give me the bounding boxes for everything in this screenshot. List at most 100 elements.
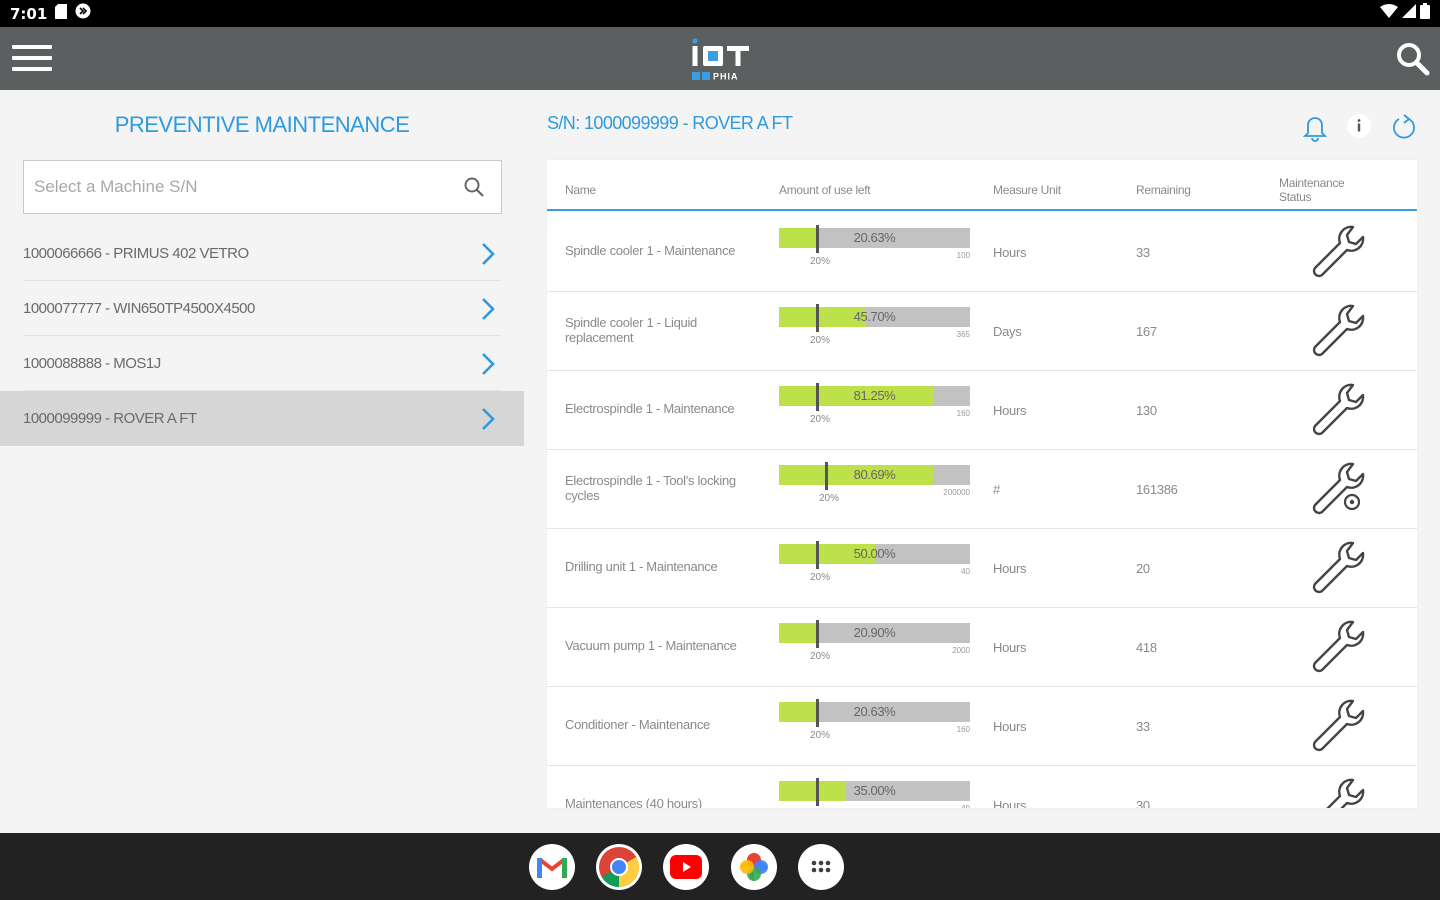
row-remaining: 20: [1136, 561, 1150, 576]
usage-bar: 20.90%: [779, 620, 970, 648]
row-unit: Hours: [993, 719, 1027, 734]
row-name: Spindle cooler 1 - Liquid replacement: [565, 315, 697, 345]
wrench-icon[interactable]: [1309, 697, 1369, 757]
row-remaining: 130: [1136, 403, 1157, 418]
machine-item-label: 1000088888 - MOS1J: [23, 355, 161, 372]
table-row: Electrospindle 1 - Maintenance 81.25% 20% 1…: [547, 371, 1417, 450]
youtube-icon[interactable]: [663, 844, 709, 890]
threshold-label: 20%: [810, 730, 831, 741]
bar-max-label: 160: [956, 725, 970, 734]
column-header-amount: Amount of use left: [779, 183, 871, 197]
wrench-icon[interactable]: [1309, 381, 1369, 441]
chrome-icon[interactable]: [596, 844, 642, 890]
threshold-marker: [816, 778, 819, 806]
maintenance-table: Name Amount of use left Measure Unit Rem…: [547, 160, 1417, 808]
threshold-label: 20%: [810, 256, 831, 267]
chevron-right-icon: [482, 353, 495, 375]
table-row: Spindle cooler 1 - Maintenance 20.63% 20% 1…: [547, 213, 1417, 292]
svg-text:PHIA: PHIA: [713, 72, 739, 82]
info-icon[interactable]: [1346, 113, 1372, 139]
wifi-icon: [1380, 4, 1398, 23]
usage-percent: 20.90%: [853, 625, 896, 640]
wrench-icon[interactable]: [1309, 776, 1369, 808]
column-header-remaining: Remaining: [1136, 183, 1191, 197]
machine-item-1000077777[interactable]: 1000077777 - WIN650TP4500X4500: [0, 281, 524, 336]
table-row: Drilling unit 1 - Maintenance 50.00% 20% 40…: [547, 529, 1417, 608]
bar-max-label: 365: [956, 330, 970, 339]
usage-percent: 35.00%: [853, 783, 896, 798]
app-dock: [0, 833, 1440, 900]
column-header-status-line1: Maintenance: [1279, 176, 1345, 190]
table-row: Vacuum pump 1 - Maintenance 20.90% 20% 2000…: [547, 608, 1417, 687]
row-remaining: 33: [1136, 245, 1150, 260]
machine-item-1000099999[interactable]: 1000099999 - ROVER A FT: [0, 391, 524, 446]
usage-bar-fill: [779, 307, 867, 327]
threshold-marker: [816, 304, 819, 332]
row-unit: Hours: [993, 640, 1027, 655]
photos-icon[interactable]: [731, 844, 777, 890]
chevron-right-icon: [482, 408, 495, 430]
threshold-label: 20%: [819, 493, 840, 504]
column-header-status: Maintenance Status: [1279, 176, 1345, 204]
row-name: Vacuum pump 1 - Maintenance: [565, 638, 737, 653]
table-row: Conditioner - Maintenance 20.63% 20% 160 Hou…: [547, 687, 1417, 766]
bar-max-label: 100: [956, 251, 970, 260]
machine-search-input[interactable]: [24, 177, 444, 197]
wrench-icon[interactable]: [1309, 223, 1369, 283]
row-unit: Days: [993, 324, 1022, 339]
gmail-icon[interactable]: [529, 844, 575, 890]
status-time: 7:01: [10, 4, 48, 23]
usage-percent: 81.25%: [853, 388, 896, 403]
wrench-gear-icon[interactable]: [1309, 460, 1369, 520]
search-icon[interactable]: [1396, 42, 1430, 76]
bar-max-label: 2000: [952, 646, 970, 655]
threshold-marker: [825, 462, 828, 490]
bar-max-label: 200000: [943, 488, 970, 497]
usage-percent: 20.63%: [853, 230, 896, 245]
usage-bar-fill: [779, 228, 819, 248]
column-header-status-line2: Status: [1279, 190, 1312, 204]
app-bar: PHIA: [0, 27, 1440, 90]
app-drawer-icon[interactable]: [798, 844, 844, 890]
menu-icon[interactable]: [12, 45, 52, 73]
row-unit: Hours: [993, 403, 1027, 418]
threshold-marker: [816, 225, 819, 253]
usage-bar: 20.63%: [779, 699, 970, 727]
status-bar: 7:01: [0, 0, 1440, 27]
usage-bar: 45.70%: [779, 304, 970, 332]
machine-item-1000066666[interactable]: 1000066666 - PRIMUS 402 VETRO: [0, 226, 524, 281]
battery-icon: [1420, 3, 1430, 24]
wrench-icon[interactable]: [1309, 539, 1369, 599]
row-remaining: 418: [1136, 640, 1157, 655]
table-row: Maintenances (40 hours)35.00%20%40Hours3…: [547, 766, 1417, 808]
row-unit: Hours: [993, 798, 1027, 808]
row-remaining: 33: [1136, 719, 1150, 734]
row-unit: #: [993, 482, 1000, 497]
row-unit: Hours: [993, 561, 1027, 576]
machine-item-1000088888[interactable]: 1000088888 - MOS1J: [0, 336, 524, 391]
usage-percent: 20.63%: [853, 704, 896, 719]
table-row: Spindle cooler 1 - Liquid replacement 45.…: [547, 292, 1417, 371]
machine-search-box[interactable]: [23, 160, 502, 214]
table-header: Name Amount of use left Measure Unit Rem…: [547, 160, 1417, 211]
refresh-icon[interactable]: [1390, 112, 1418, 142]
table-row: Electrospindle 1 - Tool's locking cycles…: [547, 450, 1417, 529]
chevron-right-icon: [482, 243, 495, 265]
wrench-icon[interactable]: [1309, 618, 1369, 678]
machine-item-label: 1000099999 - ROVER A FT: [23, 410, 197, 427]
machine-item-label: 1000077777 - WIN650TP4500X4500: [23, 300, 255, 317]
usage-bar: 20.63%: [779, 225, 970, 253]
usage-percent: 80.69%: [853, 467, 896, 482]
row-unit: Hours: [993, 245, 1027, 260]
usage-percent: 45.70%: [853, 309, 896, 324]
iot-sophia-logo: PHIA: [692, 38, 749, 82]
machine-item-label: 1000066666 - PRIMUS 402 VETRO: [23, 245, 249, 262]
wrench-icon[interactable]: [1309, 302, 1369, 362]
machine-list: 1000066666 - PRIMUS 402 VETRO 1000077777…: [0, 226, 524, 446]
search-icon[interactable]: [463, 176, 485, 198]
column-header-unit: Measure Unit: [993, 183, 1061, 197]
threshold-label: 20%: [810, 651, 831, 662]
bell-icon[interactable]: [1300, 112, 1330, 142]
usage-percent: 50.00%: [853, 546, 896, 561]
threshold-label: 20%: [810, 335, 831, 346]
